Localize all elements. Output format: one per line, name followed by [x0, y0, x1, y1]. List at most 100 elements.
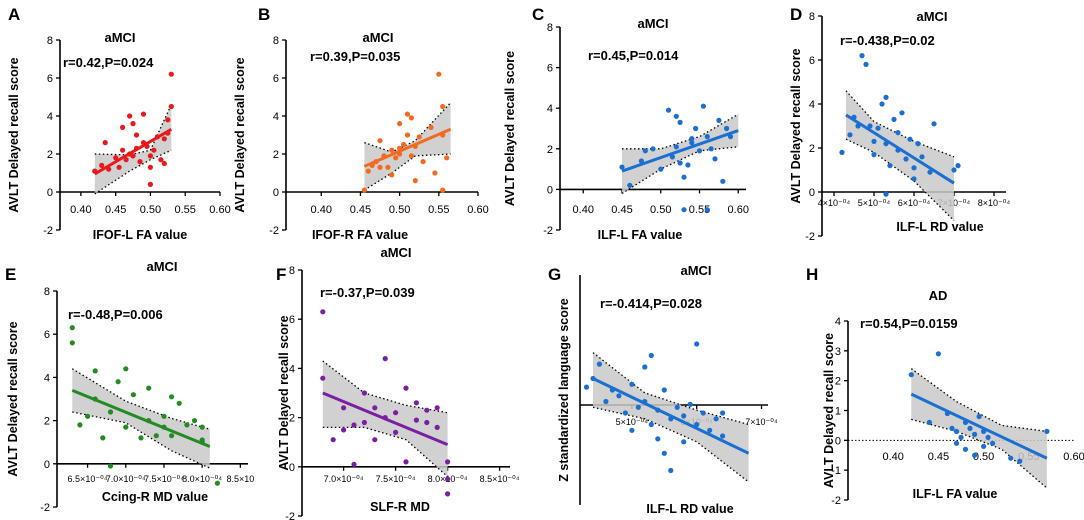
data-point [1017, 458, 1023, 464]
regression-line [363, 127, 452, 168]
data-point [146, 385, 152, 391]
data-point [707, 427, 713, 433]
data-point [661, 387, 667, 393]
data-point [404, 111, 411, 117]
data-point [642, 148, 648, 154]
y-tick-label: 2 [809, 143, 815, 155]
x-tick-label: 0.45 [611, 204, 632, 216]
panel-letter: F [276, 265, 286, 284]
data-point [724, 125, 730, 132]
stat-annotation: r=-0.414,P=0.028 [600, 296, 702, 311]
y-tick-label: 8 [273, 35, 279, 47]
data-point [413, 400, 419, 406]
y-tick-label: 0 [273, 187, 279, 199]
data-point [147, 181, 153, 187]
data-point [133, 132, 140, 138]
confidence-band [622, 114, 739, 194]
data-point [903, 156, 909, 162]
data-point [351, 461, 357, 467]
data-point [341, 405, 347, 411]
panel-title: aMCI [104, 30, 135, 45]
data-point [169, 433, 175, 439]
data-point [440, 187, 446, 193]
data-point [642, 364, 648, 370]
data-point [687, 401, 693, 407]
data-point [184, 422, 190, 428]
panel-letter: H [806, 265, 818, 284]
data-point [972, 431, 978, 437]
data-point [895, 130, 901, 136]
y-tick-label: 8 [47, 35, 53, 47]
data-point [953, 428, 960, 434]
x-tick-label: 0.60 [728, 204, 749, 216]
data-point [161, 413, 167, 419]
x-axis-label: IFOF-R FA value [312, 228, 408, 242]
y-tick-label: -2 [269, 225, 279, 237]
data-point [871, 152, 877, 158]
data-point [596, 361, 603, 367]
data-point [871, 138, 877, 144]
panel-letter: E [5, 265, 16, 284]
data-point [389, 147, 395, 153]
data-point [972, 452, 978, 458]
data-point [700, 410, 706, 416]
data-point [976, 413, 982, 420]
data-point [403, 385, 409, 391]
x-tick-label: 0.45 [105, 204, 126, 216]
data-point [677, 160, 683, 166]
data-point [404, 132, 411, 138]
panel-title: aMCI [637, 16, 668, 31]
data-point [102, 140, 108, 146]
data-point [140, 111, 147, 117]
data-point [677, 119, 683, 125]
data-point [100, 435, 106, 441]
y-tick-label: 0 [547, 184, 553, 196]
data-point [951, 167, 957, 173]
panel-letter: G [548, 265, 561, 284]
data-point [123, 366, 129, 372]
band-upper [910, 368, 1047, 433]
x-tick-label: 0.45 [350, 204, 371, 216]
data-point [981, 443, 987, 449]
data-point [320, 309, 326, 315]
regression-line [94, 128, 173, 176]
data-point [661, 450, 667, 456]
data-point [130, 153, 136, 159]
y-axis-label: AVLT Delayed recall score [6, 321, 20, 476]
x-tick-label: 0.45 [928, 451, 949, 463]
data-point [69, 325, 75, 331]
data-point [127, 113, 133, 119]
data-point [962, 446, 969, 452]
data-point [689, 140, 695, 146]
data-point [116, 164, 122, 170]
x-tick-label: 0.50 [140, 204, 161, 216]
stat-annotation: r=-0.48,P=0.006 [68, 307, 163, 322]
data-point [629, 427, 635, 433]
data-point [214, 480, 220, 486]
data-point [911, 176, 917, 182]
data-point [420, 159, 426, 165]
regression-line [621, 129, 739, 173]
data-point [397, 121, 403, 127]
data-point [673, 144, 679, 150]
x-tick-label: 0.50 [650, 204, 671, 216]
x-tick-label: 8.5×10 [226, 474, 254, 484]
data-point [720, 410, 726, 416]
y-tick-label: 0 [47, 187, 53, 199]
data-point [151, 147, 157, 153]
x-tick-label: 8×10⁻⁰⁴ [978, 198, 1011, 208]
data-point [161, 160, 167, 167]
y-tick-label: -2 [805, 231, 815, 243]
y-tick-label: -2 [285, 511, 295, 520]
data-point [696, 148, 703, 154]
data-point [694, 421, 700, 428]
data-point [955, 163, 961, 169]
y-tick-label: 0 [809, 187, 815, 199]
x-axis-label: ILF-L FA value [913, 487, 998, 501]
data-point [361, 419, 367, 426]
data-point [153, 433, 159, 439]
data-point [377, 138, 383, 144]
data-point [958, 434, 964, 440]
regression-line [71, 388, 211, 448]
